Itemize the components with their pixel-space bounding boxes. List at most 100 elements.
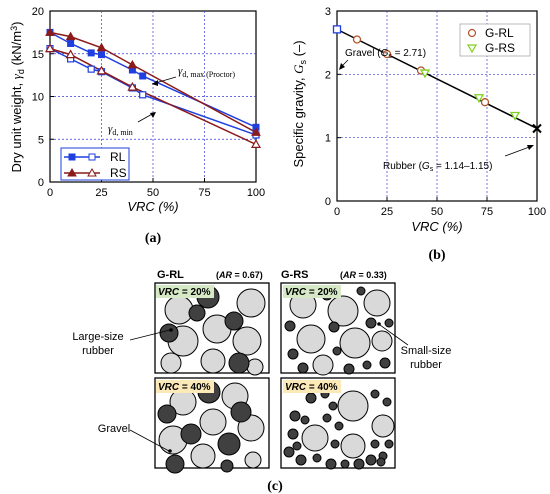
g-rs-aspect-ratio: (AR = 0.33) bbox=[340, 270, 387, 280]
panel-b-x-tick-label: 75 bbox=[481, 206, 493, 218]
rubber-particle bbox=[300, 415, 310, 425]
rubber-particle bbox=[325, 458, 337, 470]
legend-entry-g-rs: G-RS bbox=[466, 41, 515, 55]
vrc-20-label-right: VRC = 20% bbox=[283, 285, 341, 298]
panel-b-y-tick-label: 1 bbox=[325, 133, 331, 145]
rubber-particle bbox=[159, 323, 179, 343]
g-rs-title: G-RS bbox=[281, 269, 309, 281]
svg-text:Gravel: Gravel bbox=[98, 423, 130, 435]
panel-b-y-tick-label: 2 bbox=[325, 69, 331, 81]
legend-entry-g-rl: G-RL bbox=[467, 26, 514, 40]
gravel-particle bbox=[190, 443, 216, 469]
svg-text:RL: RL bbox=[110, 150, 126, 164]
panel-a-x-tick-label: 0 bbox=[47, 187, 53, 199]
vrc-20-label-left: VRC = 20% bbox=[156, 285, 214, 298]
rubber-particle bbox=[283, 446, 295, 458]
rubber-particle bbox=[165, 454, 185, 474]
gravel-particle bbox=[236, 288, 266, 318]
data-point-g-rs bbox=[509, 111, 521, 121]
gravel-particle bbox=[371, 414, 395, 438]
rubber-particle bbox=[365, 317, 377, 329]
rubber-particle bbox=[228, 352, 250, 374]
data-point-g-rl bbox=[352, 35, 362, 44]
panel-b-caption: (b) bbox=[428, 248, 445, 263]
svg-text:VRC = 40%: VRC = 40% bbox=[158, 382, 211, 393]
trend-line bbox=[336, 28, 538, 130]
data-point-rs-min bbox=[250, 139, 262, 148]
gravel-particle bbox=[371, 330, 393, 352]
panel-b-y-tick-label: 0 bbox=[325, 196, 331, 208]
g-rl-title: G-RL bbox=[157, 269, 184, 281]
panel-a-min-annotation: γd, min bbox=[108, 112, 156, 137]
data-point-rs-max bbox=[96, 42, 107, 52]
data-point-rs-max bbox=[45, 27, 55, 36]
panel-b-x-tick-label: 100 bbox=[528, 206, 546, 218]
data-point-rs-min bbox=[65, 49, 76, 59]
rubber-particle bbox=[343, 363, 355, 375]
gravel-particle bbox=[199, 408, 227, 436]
rubber-particle bbox=[328, 401, 338, 411]
panel-a-y-tick-label: 0 bbox=[38, 177, 44, 189]
svg-text:Large-size: Large-size bbox=[72, 331, 123, 343]
rubber-particle bbox=[305, 392, 317, 404]
gravel-particle bbox=[339, 327, 371, 359]
rubber-particle bbox=[370, 389, 380, 399]
small-rubber-label: Small-size rubber bbox=[377, 322, 451, 371]
data-point-rs-max bbox=[251, 127, 261, 136]
rubber-particle bbox=[284, 320, 296, 332]
panel-b-y-tick-label: 3 bbox=[325, 6, 331, 18]
vrc-40-label-right: VRC = 40% bbox=[283, 380, 341, 393]
panel-a-y-tick-label: 10 bbox=[32, 92, 44, 104]
rubber-particle bbox=[287, 428, 299, 440]
rubber-particle bbox=[353, 458, 365, 470]
data-point-g-rs bbox=[473, 94, 485, 104]
data-point-rl-min bbox=[87, 65, 95, 73]
svg-text:Rubber (Gs = 1.14–1.15): Rubber (Gs = 1.14–1.15) bbox=[383, 161, 492, 173]
rubber-particle bbox=[295, 454, 307, 466]
gravel-particle bbox=[337, 390, 369, 422]
svg-text:VRC = 20%: VRC = 20% bbox=[285, 287, 338, 298]
gravel-particle bbox=[200, 348, 226, 374]
panel-a-legend: RL RS bbox=[60, 147, 130, 181]
rubber-particle bbox=[379, 357, 391, 369]
svg-text:rubber: rubber bbox=[82, 345, 114, 357]
rubber-particle bbox=[340, 459, 350, 469]
rubber-particle bbox=[289, 410, 301, 422]
svg-text:G-RS: G-RS bbox=[485, 41, 515, 55]
rubber-particle bbox=[180, 423, 202, 445]
svg-text:VRC = 20%: VRC = 20% bbox=[158, 287, 211, 298]
gravel-particle bbox=[244, 451, 262, 469]
gravel-particle bbox=[246, 358, 264, 376]
rubber-particle bbox=[356, 286, 366, 296]
panel-a-y-tick-label: 15 bbox=[32, 49, 44, 61]
rubber-particle bbox=[384, 439, 394, 449]
gravel-particle bbox=[312, 354, 334, 376]
rubber-particle bbox=[370, 439, 380, 449]
data-point-rl-max bbox=[87, 49, 95, 57]
rubber-particle bbox=[157, 404, 177, 424]
rubber-particle bbox=[376, 457, 386, 467]
gravel-particle bbox=[232, 326, 262, 356]
panel-a-max-annotation: γd, max (Proctor) bbox=[151, 65, 235, 86]
panel-a-y-tick-label: 5 bbox=[38, 134, 44, 146]
rubber-particle bbox=[382, 397, 392, 407]
rubber-particle bbox=[297, 362, 309, 374]
data-point-rl-max bbox=[98, 51, 105, 59]
panel-c-diagram: G-RL (AR = 0.67) G-RS (AR = 0.33) VRC = … bbox=[72, 269, 451, 494]
panel-b-x-tick-label: 0 bbox=[334, 206, 340, 218]
panel-b-y-axis-label: Specific gravity, Gs (–) bbox=[291, 40, 308, 167]
panel-a-y-tick-label: 20 bbox=[32, 6, 44, 18]
data-point-rs-min bbox=[44, 43, 56, 53]
panel-a-y-axis-label: Dry unit weight, γd (kN/m3) bbox=[9, 22, 26, 173]
panel-b-x-tick-label: 25 bbox=[381, 206, 393, 218]
panel-a-x-tick-label: 100 bbox=[247, 187, 265, 199]
rubber-particle bbox=[362, 360, 372, 370]
data-point-g-rs bbox=[419, 69, 431, 79]
gravel-label: Gravel bbox=[98, 423, 172, 453]
panel-a-x-axis-label: VRC (%) bbox=[127, 199, 178, 214]
gravel-particle bbox=[301, 424, 329, 452]
rubber-particle bbox=[328, 321, 340, 333]
data-point-g-rl bbox=[480, 98, 490, 107]
rubber-particle bbox=[330, 439, 340, 449]
